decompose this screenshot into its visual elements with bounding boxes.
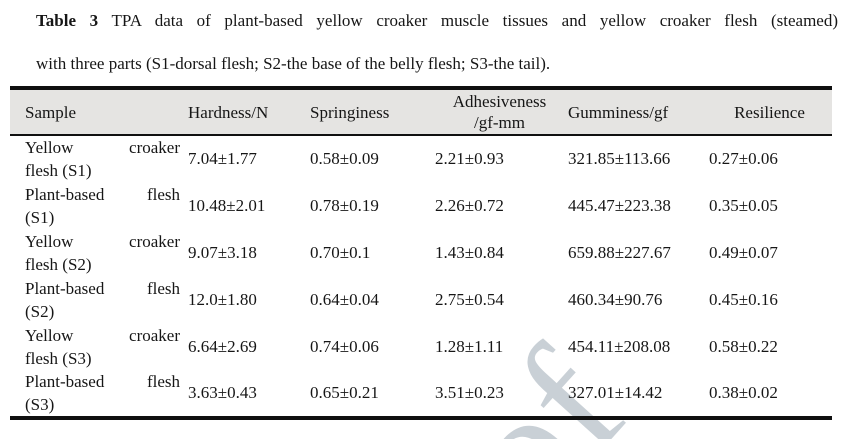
header-cell-adhesiveness: Adhesiveness /gf-mm — [433, 88, 566, 136]
cell-adhesiveness: 3.51±0.23 — [435, 383, 504, 402]
cell-hardness: 12.0±1.80 — [188, 289, 257, 309]
cell-hardness: 6.64±2.69 — [188, 336, 257, 356]
header-cell-sample: Sample — [10, 88, 186, 136]
sample-name: Yellow croaker flesh (S1) — [25, 138, 180, 180]
table-caption-line-2: with three parts (S1-dorsal flesh; S2-th… — [36, 54, 551, 73]
table-row: Plant-based flesh (S1) 10.48±2.01 0.78±0… — [10, 182, 832, 229]
cell-sample: Yellow croaker flesh (S2) — [10, 229, 186, 276]
table-caption-line-1: Table 3 TPA data of plant-based yellow c… — [36, 10, 838, 32]
table-caption-label: Table 3 — [36, 11, 99, 30]
table-row: Plant-based flesh (S3) 3.63±0.43 0.65±0.… — [10, 370, 832, 418]
header-adhesiveness-line-1: Adhesiveness — [452, 92, 547, 111]
cell-springiness: 0.65±0.21 — [310, 383, 379, 402]
table-bottom-tick — [337, 416, 339, 419]
cell-gumminess: 659.88±227.67 — [568, 242, 671, 262]
cell-springiness: 0.78±0.19 — [310, 195, 379, 215]
cell-resilience: 0.27±0.06 — [709, 149, 778, 168]
sample-name: Plant-based flesh (S3) — [25, 372, 180, 414]
cell-gumminess: 445.47±223.38 — [568, 195, 671, 215]
table-bottom-tick — [787, 416, 789, 419]
cell-resilience: 0.45±0.16 — [709, 289, 778, 309]
cell-adhesiveness: 2.26±0.72 — [435, 195, 504, 215]
header-cell-springiness: Springiness — [308, 88, 433, 136]
cell-springiness: 0.64±0.04 — [310, 289, 379, 309]
cell-hardness: 10.48±2.01 — [188, 195, 266, 215]
cell-gumminess: 454.11±208.08 — [568, 336, 671, 356]
sample-name: Plant-based flesh (S2) — [25, 278, 180, 321]
cell-hardness: 9.07±3.18 — [188, 242, 257, 262]
header-cell-resilience: Resilience — [707, 88, 832, 136]
cell-gumminess: 327.01±14.42 — [568, 383, 663, 402]
header-cell-gumminess: Gumminess/gf — [566, 88, 707, 136]
cell-springiness: 0.74±0.06 — [310, 336, 379, 356]
sample-name: Plant-based flesh (S1) — [25, 184, 180, 227]
table-bottom-tick — [187, 416, 189, 419]
tpa-data-table: Sample Hardness/N Springiness Adhesivene… — [10, 86, 832, 420]
cell-sample: Plant-based flesh (S1) — [10, 182, 186, 229]
cell-resilience: 0.35±0.05 — [709, 195, 778, 215]
cell-springiness: 0.70±0.1 — [310, 242, 371, 262]
cell-hardness: 7.04±1.77 — [188, 149, 257, 168]
cell-resilience: 0.58±0.22 — [709, 336, 778, 356]
cell-sample: Plant-based flesh (S3) — [10, 370, 186, 418]
cell-adhesiveness: 2.75±0.54 — [435, 289, 504, 309]
sample-name: Yellow croaker flesh (S3) — [25, 325, 180, 368]
table-bottom-tick — [487, 416, 489, 419]
cell-adhesiveness: 2.21±0.93 — [435, 149, 504, 168]
cell-gumminess: 321.85±113.66 — [568, 149, 671, 168]
cell-resilience: 0.49±0.07 — [709, 242, 778, 262]
cell-hardness: 3.63±0.43 — [188, 383, 257, 402]
cell-resilience: 0.38±0.02 — [709, 383, 778, 402]
table-row: Yellow croaker flesh (S2) 9.07±3.18 0.70… — [10, 229, 832, 276]
cell-springiness: 0.58±0.09 — [310, 149, 379, 168]
table-caption-text: TPA data of plant-based yellow croaker m… — [98, 11, 838, 30]
cell-sample: Yellow croaker flesh (S3) — [10, 323, 186, 370]
sample-name: Yellow croaker flesh (S2) — [25, 231, 180, 274]
table-row: Yellow croaker flesh (S3) 6.64±2.69 0.74… — [10, 323, 832, 370]
cell-sample: Yellow croaker flesh (S1) — [10, 135, 186, 182]
header-cell-hardness: Hardness/N — [186, 88, 308, 136]
table-row: Yellow croaker flesh (S1) 7.04±1.77 0.58… — [10, 135, 832, 182]
cell-gumminess: 460.34±90.76 — [568, 289, 663, 309]
table-header-row: Sample Hardness/N Springiness Adhesivene… — [10, 88, 832, 136]
table-row: Plant-based flesh (S2) 12.0±1.80 0.64±0.… — [10, 276, 832, 323]
table-bottom-tick — [637, 416, 639, 419]
cell-adhesiveness: 1.28±1.11 — [435, 336, 504, 356]
cell-adhesiveness: 1.43±0.84 — [435, 242, 504, 262]
cell-sample: Plant-based flesh (S2) — [10, 276, 186, 323]
header-adhesiveness-line-2: /gf-mm — [474, 113, 525, 132]
